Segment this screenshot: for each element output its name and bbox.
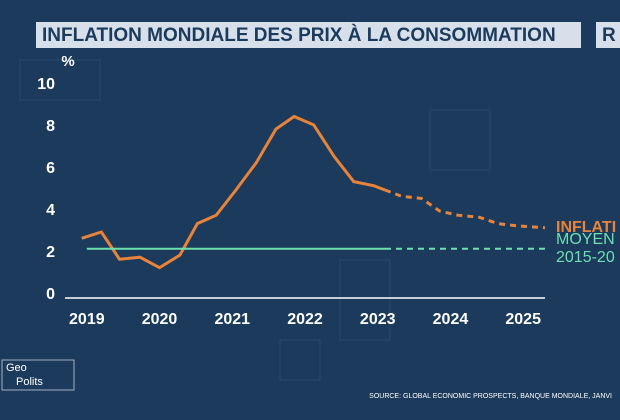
logo-line: Polits bbox=[16, 376, 43, 388]
y-unit: % bbox=[61, 53, 74, 70]
x-tick-label: 2022 bbox=[287, 311, 323, 328]
x-tick-label: 2021 bbox=[214, 311, 250, 328]
y-tick-label: 0 bbox=[46, 286, 55, 303]
x-tick-label: 2020 bbox=[142, 311, 178, 328]
y-tick-label: 6 bbox=[46, 160, 55, 177]
logo-line: Geo bbox=[6, 362, 27, 374]
data-line bbox=[81, 114, 386, 270]
x-tick-label: 2019 bbox=[69, 311, 105, 328]
y-tick-label: 8 bbox=[46, 118, 55, 135]
y-tick-label: 4 bbox=[46, 202, 55, 219]
y-tick-label: 2 bbox=[46, 244, 55, 261]
logo-frame bbox=[1, 359, 75, 391]
chart-title: INFLATION MONDIALE DES PRIX À LA CONSOMM… bbox=[42, 24, 556, 46]
legend-label: MOYEN bbox=[556, 231, 615, 248]
title-box bbox=[36, 22, 581, 48]
x-tick-label: 2023 bbox=[360, 311, 396, 328]
source: SOURCE: GLOBAL ECONOMIC PROSPECTS, BANQU… bbox=[369, 393, 612, 400]
y-tick-label: 10 bbox=[37, 76, 55, 93]
decor bbox=[19, 59, 491, 381]
corner-box bbox=[596, 22, 620, 48]
corner-text: R bbox=[602, 25, 616, 46]
forecast-line bbox=[384, 188, 546, 230]
x-tick-label: 2024 bbox=[433, 311, 469, 328]
x-tick-label: 2025 bbox=[505, 311, 541, 328]
legend-label: 2015-20 bbox=[556, 249, 615, 266]
legend-label: INFLATI bbox=[556, 219, 616, 236]
